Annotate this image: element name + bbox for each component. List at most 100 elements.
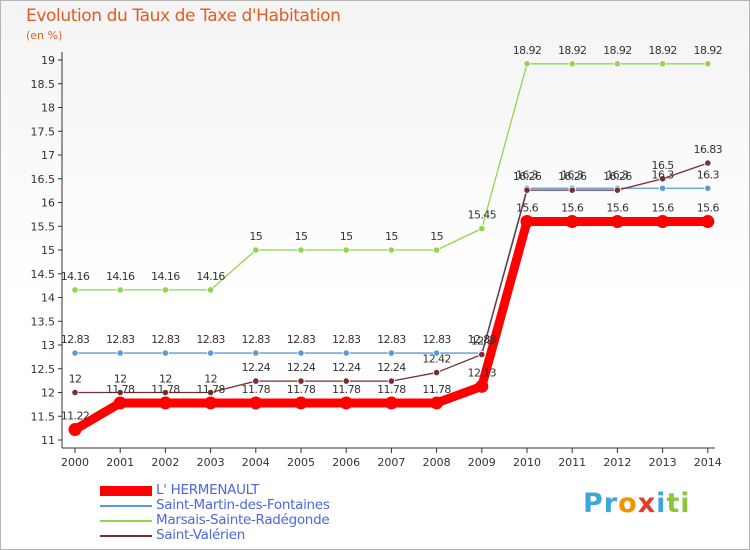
y-minor-tick (61, 284, 63, 287)
logo-letter: P (583, 488, 604, 519)
x-tick-label: 2004 (242, 456, 270, 469)
y-tick-label: 18.5 (31, 78, 56, 91)
legend-swatch (100, 535, 152, 537)
series-point (161, 286, 169, 294)
legend-label: Saint-Martin-des-Fontaines (156, 497, 330, 513)
y-tick-label: 13 (41, 339, 55, 352)
series-point (701, 215, 715, 228)
series-point (207, 349, 215, 357)
series-point (68, 423, 82, 437)
series-point (252, 377, 260, 385)
y-tick-label: 16.5 (31, 173, 56, 186)
data-label: 15.6 (652, 202, 675, 215)
series-point (71, 286, 79, 294)
data-label: 15 (385, 230, 398, 243)
x-tick-label: 2003 (197, 456, 225, 469)
data-label: 14.16 (106, 270, 135, 283)
legend-label: Marsais-Sainte-Radégonde (156, 512, 330, 528)
data-label: 12.24 (242, 361, 271, 374)
data-label: 14.16 (61, 270, 90, 283)
y-minor-tick (61, 379, 63, 382)
x-tick-label: 2008 (423, 456, 451, 469)
data-label: 11.78 (196, 383, 225, 396)
data-label: 16.3 (516, 168, 539, 181)
y-minor-tick (61, 355, 63, 358)
series-point (656, 215, 670, 228)
data-label: 14.16 (151, 270, 180, 283)
series-point (116, 349, 124, 357)
data-label: 16.3 (697, 168, 720, 181)
series-point (71, 349, 79, 357)
series-point (432, 349, 441, 357)
series-point (568, 60, 576, 68)
data-label: 11.78 (151, 383, 180, 396)
series-point (161, 388, 169, 397)
data-label: 11.78 (242, 383, 271, 396)
y-minor-tick (61, 403, 63, 406)
data-label: 12.83 (287, 333, 316, 346)
data-label: 16.26 (513, 170, 542, 183)
y-tick-label: 14.5 (31, 268, 56, 281)
y-tick-label: 15 (41, 244, 55, 257)
data-label: 12 (204, 373, 217, 386)
y-tick-label: 18 (41, 102, 55, 115)
data-label: 12.42 (422, 353, 451, 366)
data-label: 12.13 (468, 366, 497, 379)
x-tick-label: 2000 (61, 456, 89, 469)
series-point (116, 388, 124, 397)
series-point (565, 215, 579, 228)
series-point (252, 246, 260, 254)
data-label: 15 (340, 230, 353, 243)
logo-letter: i (656, 488, 667, 519)
x-tick-label: 2006 (332, 456, 360, 469)
series-point (613, 60, 622, 68)
series-point (204, 396, 218, 410)
data-label: 12 (159, 373, 172, 386)
series-point (249, 396, 263, 410)
data-label: 12.8 (471, 335, 494, 348)
series-point (387, 377, 395, 385)
y-minor-tick (61, 118, 63, 121)
y-minor-tick (61, 142, 63, 145)
series-point (610, 215, 624, 228)
data-label: 12.83 (151, 333, 180, 346)
data-label: 15.6 (697, 202, 720, 215)
data-label: 18.92 (648, 44, 677, 57)
y-minor-tick (61, 213, 63, 216)
legend-swatch (100, 520, 152, 522)
data-label: 15.6 (516, 202, 539, 215)
data-label: 12 (114, 373, 127, 386)
series-point (658, 60, 667, 68)
chart-unit: (en %) (26, 29, 63, 42)
series-point (478, 350, 486, 359)
data-label: 12.83 (332, 333, 361, 346)
series-point (520, 215, 534, 228)
data-label: 12.24 (377, 361, 406, 374)
series-point (71, 388, 79, 397)
data-label: 12.83 (61, 333, 90, 346)
data-label: 16.5 (652, 159, 675, 172)
logo-letter: o (618, 488, 638, 519)
series-point (207, 388, 215, 397)
y-tick-label: 11.5 (31, 410, 56, 423)
y-minor-tick (61, 332, 63, 335)
data-label: 16.83 (694, 143, 723, 156)
y-minor-tick (61, 70, 63, 73)
data-label: 12.83 (106, 333, 135, 346)
y-minor-tick (61, 308, 63, 311)
y-minor-tick (61, 94, 63, 97)
x-tick-label: 2002 (151, 456, 179, 469)
series-point (478, 225, 486, 233)
series-point (207, 286, 215, 294)
x-tick-label: 2009 (468, 456, 496, 469)
series-point (294, 396, 308, 410)
series-point (297, 246, 305, 254)
legend-swatch (100, 505, 152, 507)
series-point (342, 377, 350, 385)
data-label: 12.83 (377, 333, 406, 346)
data-label: 12.83 (196, 333, 225, 346)
data-label: 11.78 (106, 383, 135, 396)
data-label: 12.83 (468, 333, 497, 346)
series-point (432, 246, 441, 254)
y-tick-label: 14 (41, 292, 55, 305)
